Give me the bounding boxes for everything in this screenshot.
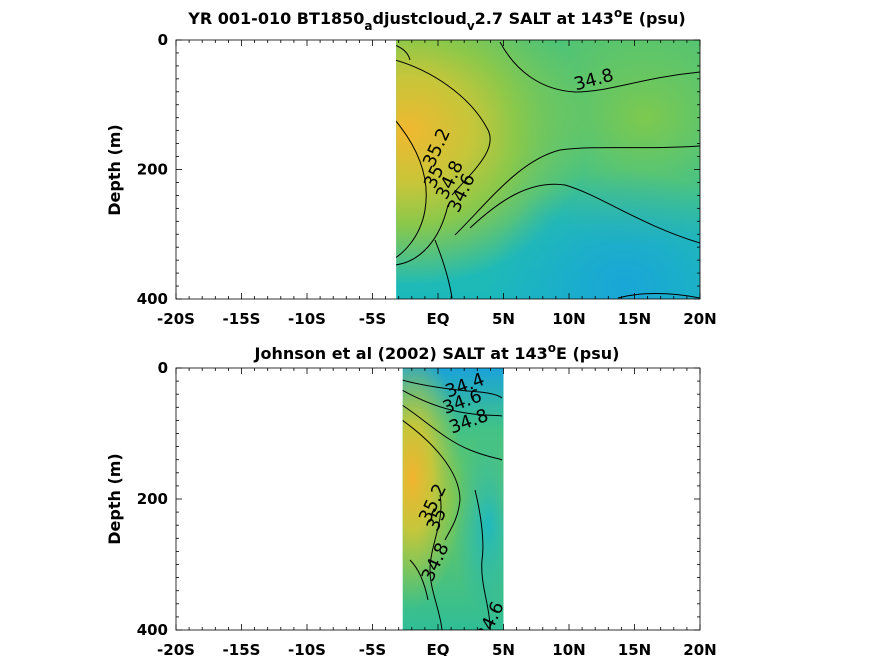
- x-tick-label: -20S: [157, 310, 195, 328]
- contour-line: [474, 489, 491, 630]
- contour-line: [429, 494, 443, 630]
- contour-line: [617, 293, 700, 299]
- panel-2-ticks: [175, 367, 701, 631]
- y-tick-label: 400: [137, 621, 168, 639]
- x-tick-label: -15S: [223, 641, 261, 656]
- y-tick-label: 400: [137, 290, 168, 308]
- panel-1-y-tick-labels: 0 200 400: [137, 31, 168, 308]
- x-tick-label: 20N: [683, 310, 716, 328]
- x-tick-label: 10N: [552, 310, 585, 328]
- panel-2-contour-lines: [402, 379, 503, 630]
- contour-line: [434, 239, 453, 299]
- panel-1: YR 001-010 BT1850adjustcloudv2.7 SALT at…: [105, 6, 717, 328]
- panel-1-ticks: [175, 39, 701, 300]
- panel-2: Johnson et al (2002) SALT at 143oE (psu)…: [105, 341, 717, 656]
- x-tick-label: 15N: [618, 310, 651, 328]
- y-tick-label: 200: [137, 490, 168, 508]
- contour-line: [402, 389, 503, 417]
- contour-line: [396, 120, 427, 258]
- contour-line: [454, 145, 700, 236]
- x-tick-label: -5S: [359, 641, 386, 656]
- contour-line: [396, 44, 411, 61]
- x-tick-label: 10N: [552, 641, 585, 656]
- panel-1-title: YR 001-010 BT1850adjustcloudv2.7 SALT at…: [187, 6, 685, 33]
- panel-2-y-tick-labels: 0 200 400: [137, 359, 168, 639]
- panel-1-y-axis-label: Depth (m): [105, 124, 124, 216]
- x-tick-label: EQ: [427, 310, 450, 328]
- panel-2-title: Johnson et al (2002) SALT at 143oE (psu): [254, 341, 620, 363]
- contour-line: [499, 41, 700, 93]
- contour-line: [402, 419, 461, 541]
- y-tick-label: 0: [158, 31, 168, 49]
- x-tick-label: EQ: [427, 641, 450, 656]
- x-tick-label: 5N: [492, 310, 515, 328]
- y-tick-label: 0: [158, 359, 168, 377]
- x-tick-label: -10S: [288, 310, 326, 328]
- contour-line: [396, 204, 449, 266]
- x-tick-label: 5N: [492, 641, 515, 656]
- contour-line: [396, 59, 491, 196]
- panel-1-x-tick-labels: -20S -15S -10S -5S EQ 5N 10N 15N 20N: [157, 310, 717, 328]
- x-tick-label: -10S: [288, 641, 326, 656]
- contour-line: [402, 404, 503, 461]
- panel-1-field-low: [396, 40, 700, 299]
- x-tick-label: -5S: [359, 310, 386, 328]
- contour-line: [409, 559, 429, 601]
- x-tick-label: -15S: [223, 310, 261, 328]
- panel-2-y-axis-label: Depth (m): [105, 453, 124, 545]
- x-tick-label: 15N: [618, 641, 651, 656]
- contour-line: [402, 379, 503, 399]
- panel-2-x-tick-labels: -20S -15S -10S -5S EQ 5N 10N 15N 20N: [157, 641, 717, 656]
- x-tick-label: 20N: [683, 641, 716, 656]
- contour-line: [469, 183, 700, 244]
- x-tick-label: -20S: [157, 641, 195, 656]
- panel-1-contour-lines: [396, 41, 700, 299]
- y-tick-label: 200: [137, 161, 168, 179]
- panel-2-field-low: [402, 368, 504, 630]
